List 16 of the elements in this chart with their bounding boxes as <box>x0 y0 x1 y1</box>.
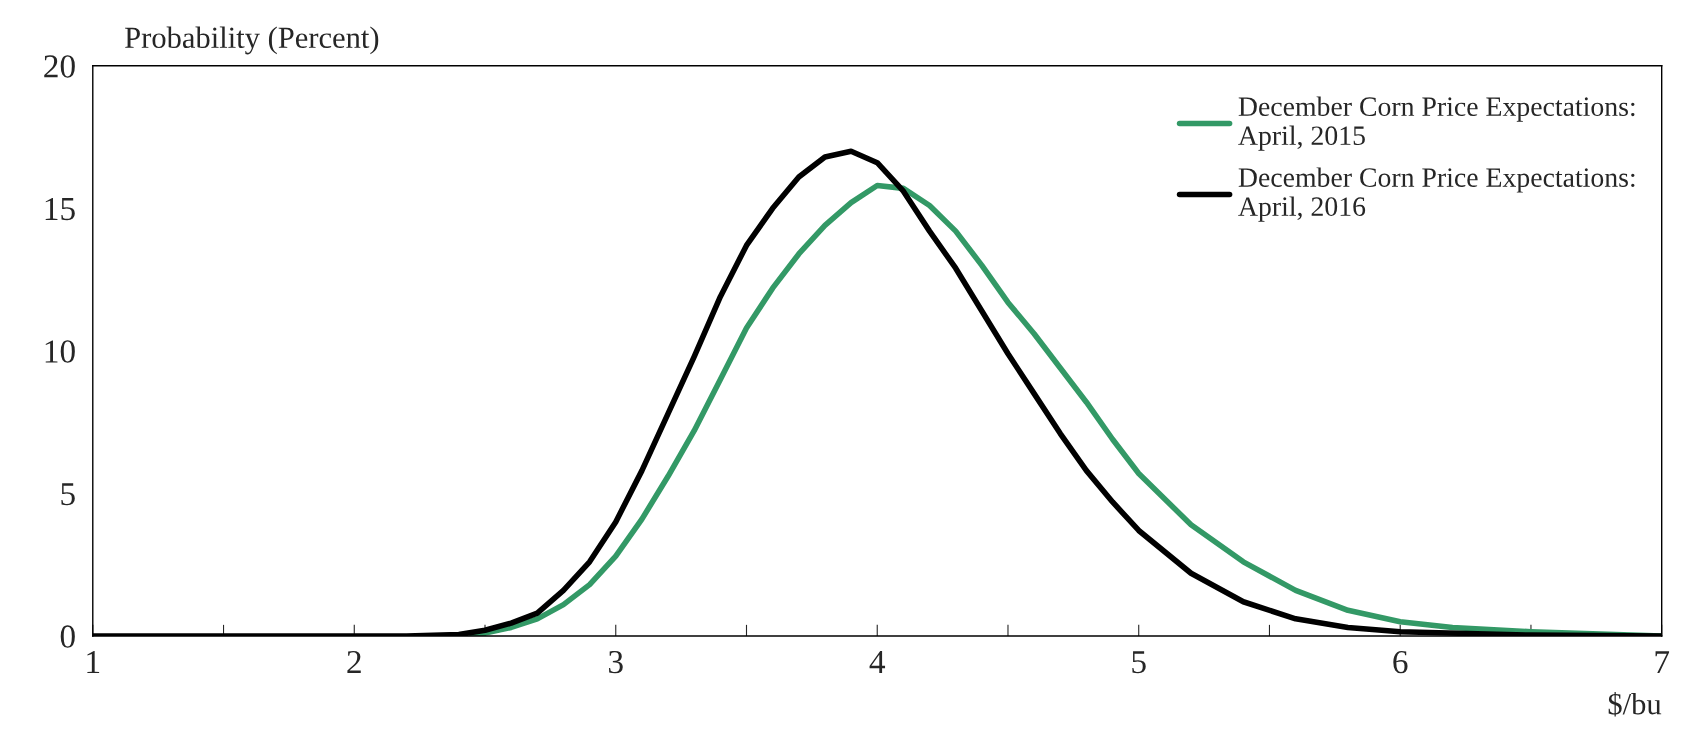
y-tick-label: 20 <box>44 55 75 78</box>
y-tick-label: 10 <box>45 340 75 363</box>
legend-label: December Corn Price Expectations: April, 2015 <box>1238 96 1635 151</box>
x-tick-label: 4 <box>869 651 886 673</box>
legend-label: December Corn Price Expectations: April, 2016 <box>1238 167 1635 222</box>
y-tick-label: 15 <box>45 197 75 221</box>
y-tick-label: 5 <box>61 483 75 506</box>
y-axis-title: Probability (Percent) <box>125 26 379 55</box>
x-tick-label: 7 <box>1655 651 1670 673</box>
y-tick-label: 0 <box>60 625 75 648</box>
x-tick-label: 3 <box>609 650 623 674</box>
x-tick-label: 5 <box>1132 651 1146 674</box>
x-tick-label: 6 <box>1393 650 1408 674</box>
x-tick-label: 1 <box>87 650 100 673</box>
x-axis-title: $/bu <box>1608 692 1662 717</box>
x-tick-label: 2 <box>347 650 361 673</box>
